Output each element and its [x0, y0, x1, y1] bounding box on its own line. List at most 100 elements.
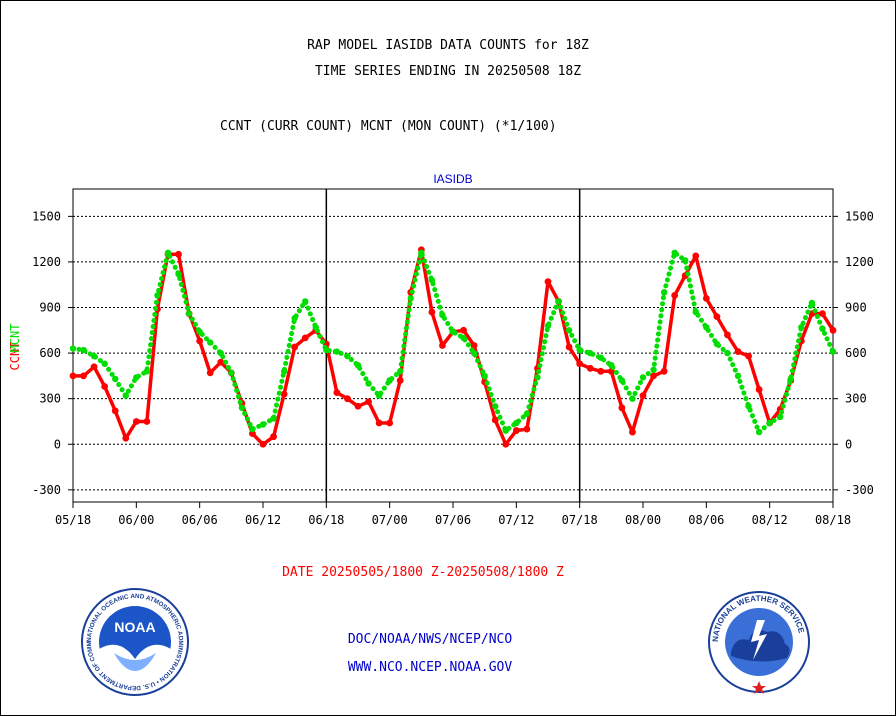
y-tick-label-right: 600	[845, 346, 867, 360]
data-point-mcnt	[587, 349, 594, 357]
x-tick-label: 06/06	[182, 513, 218, 527]
data-point-ccnt	[132, 418, 140, 425]
x-tick-label: 08/12	[752, 513, 788, 527]
chart-plot: -300 -300 0 0 300 300 600 600 900 900 1200 1200 1500…	[8, 172, 874, 527]
data-point-ccnt	[365, 398, 372, 406]
y-axis-label-ccnt: CCNT	[8, 342, 22, 371]
data-point-ccnt	[90, 363, 98, 371]
data-point-mcnt	[703, 324, 710, 331]
y-tick-label-left: 600	[39, 346, 61, 360]
data-point-mcnt	[713, 340, 721, 348]
x-tick-label: 08/18	[815, 513, 851, 527]
data-point-ccnt	[745, 352, 752, 360]
data-point-mcnt	[576, 346, 583, 354]
data-point-mcnt	[470, 349, 478, 357]
data-point-mcnt	[502, 427, 509, 434]
data-point-mcnt	[196, 328, 203, 336]
data-point-ccnt	[143, 418, 151, 425]
data-point-mcnt	[629, 395, 636, 402]
y-tick-label-left: 1200	[32, 255, 61, 269]
data-point-ccnt	[280, 390, 288, 398]
data-point-mcnt	[671, 249, 678, 257]
data-point-ccnt	[491, 416, 499, 424]
data-point-mcnt	[682, 257, 689, 264]
x-tick-label: 08/06	[688, 513, 724, 527]
data-point-mcnt	[618, 377, 626, 384]
data-point-ccnt	[291, 343, 299, 351]
data-point-ccnt	[249, 430, 256, 438]
data-point-mcnt	[492, 403, 499, 410]
data-point-ccnt	[375, 419, 383, 427]
noaa-logo-text: NOAA	[114, 619, 155, 635]
data-point-mcnt	[207, 339, 214, 346]
credit-org: DOC/NOAA/NWS/NCEP/NCO	[347, 632, 513, 647]
data-point-mcnt	[481, 372, 488, 380]
data-point-mcnt	[397, 368, 404, 375]
date-range-label: DATE 20250505/1800 Z-20250508/1800 Z	[282, 565, 564, 580]
data-point-mcnt	[819, 325, 826, 332]
data-point-mcnt	[734, 372, 742, 380]
data-point-ccnt	[702, 294, 710, 302]
data-point-ccnt	[396, 377, 404, 384]
noaa-logo: NOAA NATIONAL OCEANIC AND ATMOSPHERIC AD…	[80, 587, 189, 696]
data-point-mcnt	[386, 377, 393, 384]
data-point-mcnt	[238, 404, 246, 411]
data-point-ccnt	[460, 326, 467, 334]
data-point-mcnt	[565, 327, 573, 334]
data-point-mcnt	[608, 362, 615, 369]
data-point-mcnt	[185, 310, 193, 317]
data-point-mcnt	[228, 369, 235, 377]
data-point-ccnt	[217, 358, 225, 366]
data-point-mcnt	[639, 374, 647, 381]
panel-label: IASIDB	[433, 172, 472, 186]
data-point-mcnt	[513, 419, 520, 427]
data-point-ccnt	[122, 434, 130, 442]
x-tick-label: 07/00	[372, 513, 408, 527]
data-point-mcnt	[333, 348, 341, 355]
y-tick-label-right: 900	[845, 301, 867, 315]
x-tick-label: 06/18	[308, 513, 344, 527]
data-point-mcnt	[523, 410, 531, 418]
y-tick-label-left: 0	[54, 437, 61, 451]
data-point-mcnt	[291, 314, 298, 322]
data-point-mcnt	[460, 334, 467, 342]
data-point-ccnt	[69, 372, 77, 380]
data-point-mcnt	[407, 295, 414, 302]
data-point-ccnt	[629, 428, 636, 436]
x-tick-label: 07/12	[498, 513, 534, 527]
data-point-mcnt	[270, 415, 277, 422]
x-tick-label: 06/12	[245, 513, 281, 527]
data-point-mcnt	[766, 419, 773, 427]
data-point-mcnt	[365, 380, 372, 387]
y-tick-label-left: -300	[32, 483, 61, 497]
data-point-ccnt	[502, 440, 510, 448]
data-point-mcnt	[829, 348, 837, 355]
data-point-ccnt	[354, 402, 362, 410]
data-point-ccnt	[80, 372, 87, 380]
data-point-ccnt	[523, 425, 531, 433]
data-point-ccnt	[259, 440, 267, 448]
x-tick-label: 06/00	[118, 513, 154, 527]
data-point-mcnt	[323, 346, 330, 354]
data-point-ccnt	[829, 326, 837, 334]
data-point-ccnt	[734, 348, 742, 355]
data-point-mcnt	[724, 349, 731, 357]
x-tick-label: 07/06	[435, 513, 471, 527]
data-point-mcnt	[692, 308, 699, 316]
data-point-ccnt	[386, 419, 394, 427]
data-point-mcnt	[449, 328, 457, 336]
data-point-ccnt	[333, 389, 341, 397]
data-point-ccnt	[344, 395, 351, 403]
star-icon	[752, 681, 766, 694]
x-tick-label: 07/18	[562, 513, 598, 527]
data-point-mcnt	[745, 403, 752, 410]
x-tick-label: 05/18	[55, 513, 91, 527]
y-tick-label-right: 0	[845, 437, 852, 451]
data-point-mcnt	[798, 324, 805, 331]
x-tick-label: 08/00	[625, 513, 661, 527]
data-point-mcnt	[69, 345, 77, 352]
data-point-ccnt	[512, 427, 520, 434]
data-point-ccnt	[576, 360, 584, 368]
data-point-ccnt	[175, 250, 182, 258]
data-point-ccnt	[196, 337, 204, 345]
